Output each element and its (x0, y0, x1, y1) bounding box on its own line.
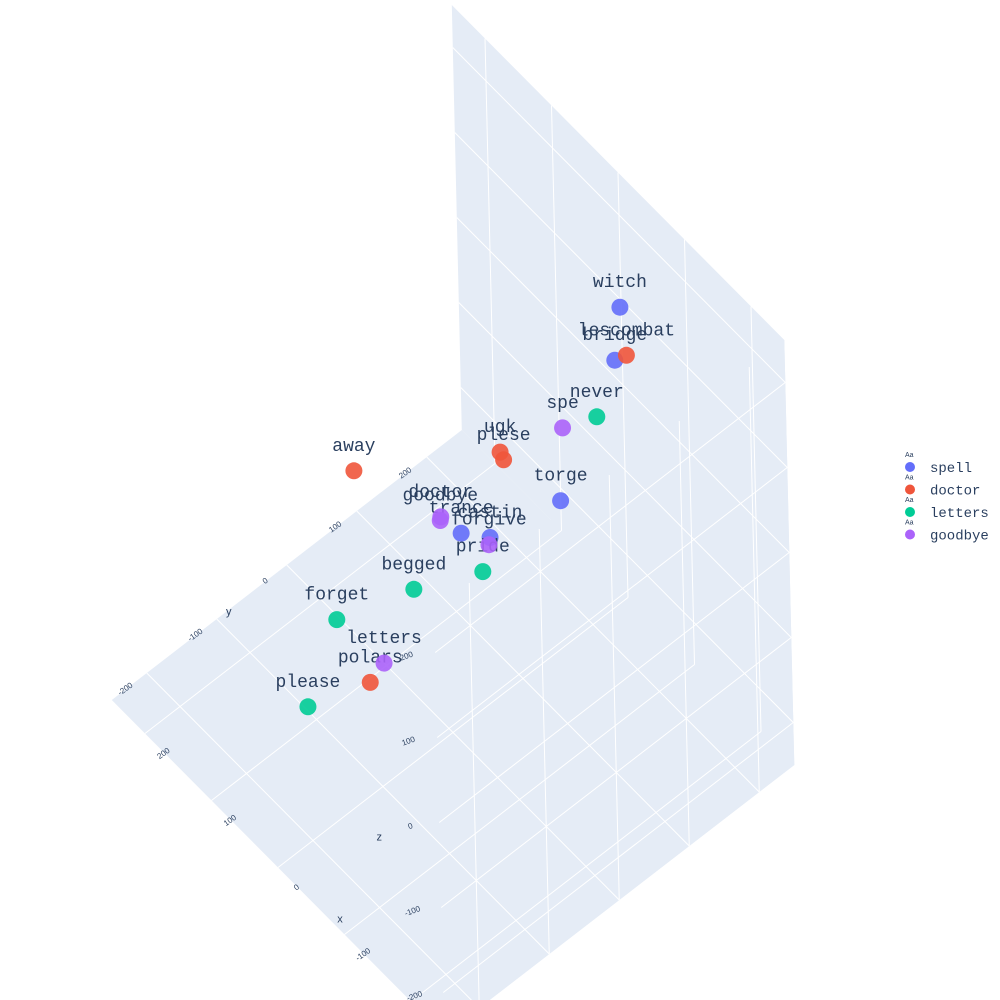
legend-label: letters (930, 506, 989, 522)
point-label: doctor (408, 483, 473, 503)
point-label: spe (546, 394, 578, 414)
point-label: witch (593, 273, 647, 293)
legend-marker (905, 462, 915, 472)
point-label: forgive (451, 511, 527, 531)
chart-points: torgebridgecastinwitchtrancelescombatple… (276, 273, 675, 716)
legend-label: spell (930, 461, 972, 477)
legend-marker (905, 507, 915, 517)
axis-titles: x y z (226, 606, 382, 926)
point-label: bridge (582, 326, 647, 346)
legend-marker (905, 484, 915, 495)
point-label: torge (534, 467, 588, 487)
legend-symbol-text: Aa (905, 452, 914, 459)
point-label: lescombat (578, 321, 675, 341)
gridline-floor-x (144, 463, 496, 734)
gridline-back-x-z (436, 467, 788, 738)
point-label: never (570, 383, 624, 403)
gridline-floor-y (426, 456, 760, 793)
x-tick-label: 0 (292, 882, 301, 892)
point-doctor-away[interactable] (345, 462, 363, 480)
legend-symbol-text: Aa (905, 475, 914, 482)
legend[interactable]: Aa spell Aa doctor Aa letters Aa goodbye (905, 452, 989, 545)
legend-item-doctor[interactable]: Aa doctor (905, 475, 980, 500)
point-label: please (276, 673, 341, 693)
legend-marker (905, 529, 915, 540)
legend-item-spell[interactable]: Aa spell (905, 452, 972, 477)
legend-symbol-text: Aa (905, 520, 914, 527)
point-doctor-lescombat[interactable] (617, 346, 635, 364)
gridline-back-y-z (456, 217, 790, 553)
gridline-back-x-y (748, 366, 760, 793)
z-tick-label: 0 (407, 821, 415, 831)
point-letters-forget[interactable] (328, 611, 346, 629)
y-axis-title: y (226, 606, 232, 618)
gridline-back-x-z (438, 552, 790, 823)
point-label: castin (458, 504, 523, 524)
z-tick-label: -200 (405, 989, 424, 1000)
point-doctor-ugk[interactable] (491, 443, 509, 461)
point-doctor-polars[interactable] (361, 673, 379, 691)
legend-label: doctor (930, 484, 980, 500)
point-label: letters (346, 629, 422, 649)
point-goodbye-forgive[interactable] (480, 536, 498, 554)
gridline-back-y-x (551, 105, 562, 531)
chart-gridlines (144, 38, 794, 1000)
y-tick-label: 0 (261, 576, 270, 586)
gridline-back-y-z (452, 47, 786, 383)
x-axis-title: x (337, 914, 343, 926)
point-spell-witch[interactable] (611, 298, 629, 316)
point-label: polars (338, 648, 403, 668)
point-letters-please[interactable] (299, 698, 317, 716)
point-goodbye-spe[interactable] (554, 419, 572, 437)
gridline-floor-y (356, 510, 690, 847)
gridline-back-x-z (434, 382, 786, 653)
z-tick-label: 200 (399, 649, 415, 662)
legend-symbol-text: Aa (905, 497, 914, 504)
legend-item-goodbye[interactable]: Aa goodbye (905, 520, 989, 545)
point-goodbye-doctor[interactable] (432, 508, 450, 526)
point-goodbye-letters[interactable] (375, 654, 393, 672)
point-letters-pride[interactable] (474, 563, 492, 581)
point-label: forget (304, 586, 369, 606)
point-letters-never[interactable] (588, 408, 606, 426)
point-label: plese (477, 426, 531, 446)
point-label: ugk (484, 418, 516, 438)
point-spell-trance[interactable] (452, 524, 470, 542)
point-label: goodbye (402, 487, 478, 507)
point-spell-torge[interactable] (552, 492, 570, 510)
z-tick-label: 100 (401, 734, 417, 747)
gridline-back-x-y (678, 420, 690, 847)
legend-label: goodbye (930, 529, 989, 545)
gridline-back-y-x (484, 38, 496, 464)
point-letters-begged[interactable] (405, 580, 423, 598)
point-label: begged (381, 555, 446, 575)
z-axis-title: z (377, 832, 383, 844)
legend-item-letters[interactable]: Aa letters (905, 497, 989, 522)
point-label: away (332, 437, 375, 457)
